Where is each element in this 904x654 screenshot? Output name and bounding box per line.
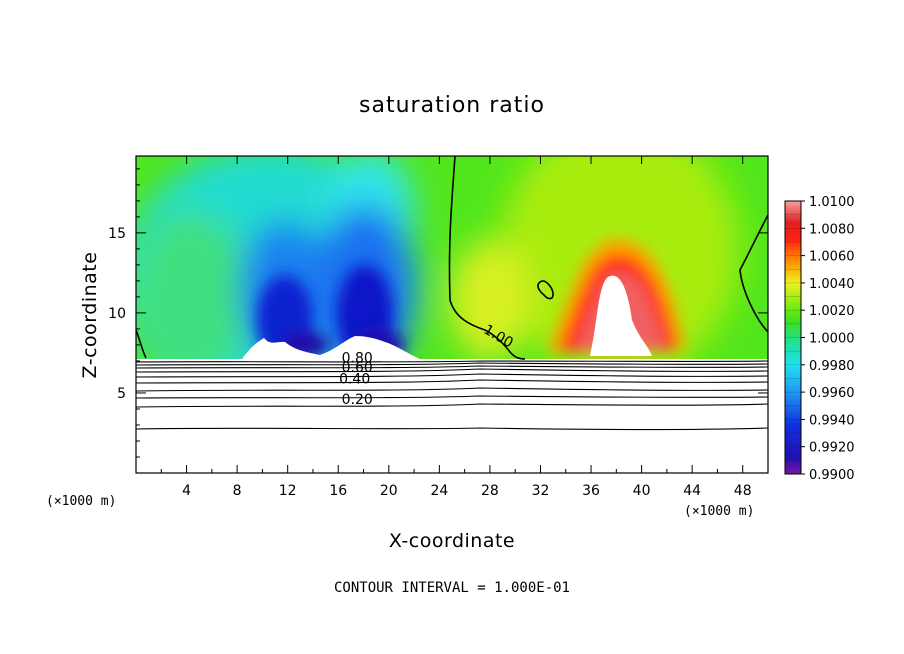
x-tick-label: 24 xyxy=(430,483,448,499)
colorbar-label: 1.0040 xyxy=(809,277,855,292)
colorbar-label: 1.0000 xyxy=(809,332,855,347)
x-ticks: 4 8 12 16 20 24 28 32 36 40 44 48 xyxy=(160,156,752,499)
x-tick-label: 20 xyxy=(380,483,398,499)
colorbar-label: 0.9920 xyxy=(809,441,855,456)
lower-contour-lines xyxy=(135,360,769,431)
saturation-field xyxy=(136,156,768,359)
y-tick-label: 5 xyxy=(117,386,126,402)
x-tick-label: 12 xyxy=(279,483,297,499)
contour-label: 0.80 xyxy=(342,351,373,367)
colorbar-label: 0.9900 xyxy=(809,468,855,483)
chart-title: saturation ratio xyxy=(359,93,545,118)
y-axis-label: Z-coordinate xyxy=(79,252,101,379)
colorbar-label: 1.0100 xyxy=(809,195,855,210)
z-unit-label: (×1000 m) xyxy=(46,494,116,509)
x-tick-label: 16 xyxy=(329,483,347,499)
contour-label: 0.60 xyxy=(342,360,373,376)
x-tick-label: 44 xyxy=(683,483,701,499)
x-tick-label: 36 xyxy=(582,483,600,499)
colorbar-ticks: 1.0100 1.0080 1.0060 1.0040 1.0020 1.0000 0.99… xyxy=(785,195,855,483)
x-tick-label: 48 xyxy=(734,483,752,499)
colorbar-label: 1.0060 xyxy=(809,250,855,265)
contour-1-00-left xyxy=(135,329,147,359)
x-unit-label: (×1000 m) xyxy=(684,504,754,519)
y-tick-label: 10 xyxy=(108,306,126,322)
contour-interval-note: CONTOUR INTERVAL = 1.000E-01 xyxy=(334,580,570,596)
contour-label: 0.20 xyxy=(342,392,373,408)
contour-label: 0.40 xyxy=(339,371,370,387)
colorbar-label: 1.0020 xyxy=(809,304,855,319)
x-tick-label: 40 xyxy=(633,483,651,499)
x-tick-label: 28 xyxy=(481,483,499,499)
y-tick-label: 15 xyxy=(108,226,126,242)
contour-1-00-right xyxy=(739,214,769,333)
contour-1-00-loop xyxy=(537,280,554,300)
colorbar-label: 0.9940 xyxy=(809,413,855,428)
x-axis-label: X-coordinate xyxy=(389,530,515,552)
x-tick-label: 8 xyxy=(233,483,242,499)
plot-frame xyxy=(135,155,769,474)
colorbar-label: 0.9980 xyxy=(809,359,855,374)
x-tick-label: 4 xyxy=(182,483,191,499)
colorbar-label: 1.0080 xyxy=(809,222,855,237)
x-tick-label: 32 xyxy=(532,483,550,499)
colorbar-label: 0.9960 xyxy=(809,386,855,401)
y-ticks: 5 10 15 xyxy=(108,168,768,458)
contour-1-00 xyxy=(448,155,526,360)
